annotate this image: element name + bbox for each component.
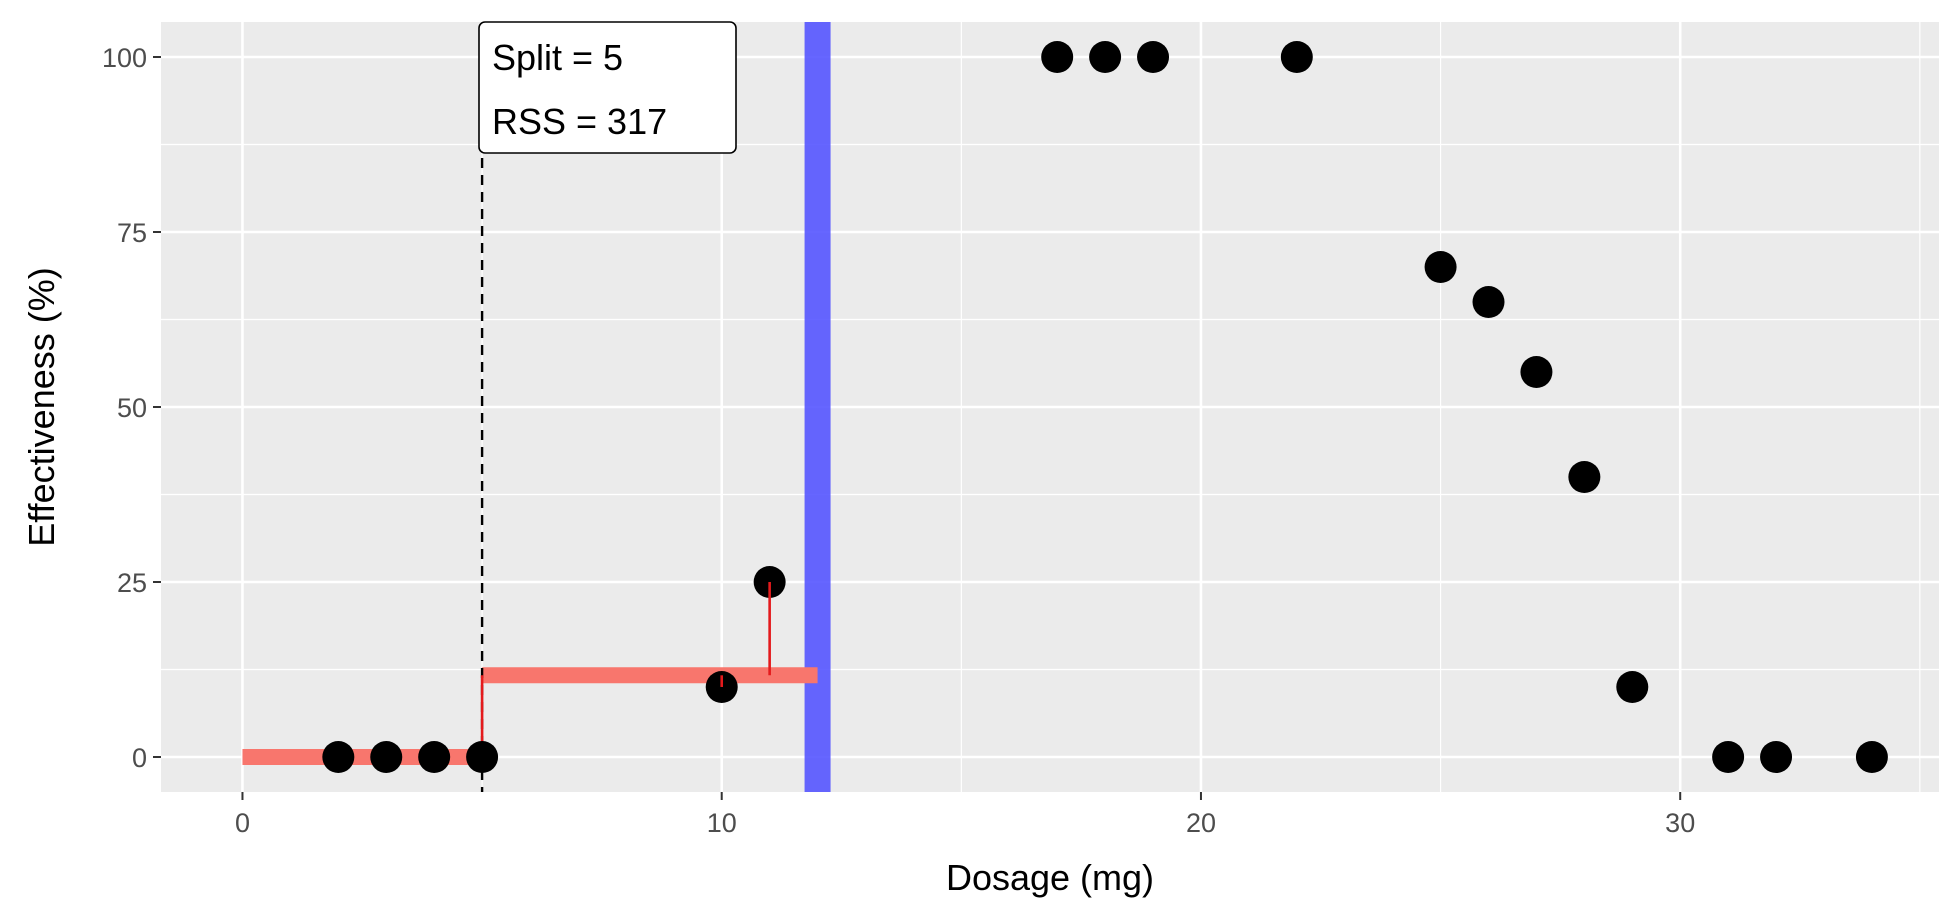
y-axis: 0 25 50 75 100 [102, 43, 161, 773]
data-point [1472, 286, 1505, 318]
data-point [1616, 671, 1649, 703]
annotation-rss-text: RSS = 317 [492, 101, 667, 142]
data-point [322, 741, 355, 773]
data-point [1760, 741, 1793, 773]
x-axis: 0 10 20 30 [235, 792, 1695, 838]
x-axis-title: Dosage (mg) [946, 857, 1154, 898]
data-point [1520, 356, 1553, 388]
y-tick-label: 25 [117, 568, 147, 598]
annotation-box: Split = 5 RSS = 317 [478, 21, 737, 154]
y-tick-label: 50 [117, 393, 147, 423]
x-tick-label: 30 [1665, 808, 1695, 838]
data-point [466, 741, 499, 773]
y-tick-label: 75 [117, 218, 147, 248]
y-tick-label: 0 [132, 743, 147, 773]
x-tick-label: 0 [235, 808, 250, 838]
x-tick-label: 10 [707, 808, 737, 838]
data-point [1568, 461, 1601, 493]
annotation-background [478, 21, 737, 154]
data-points [322, 41, 1888, 773]
data-point [1089, 41, 1122, 73]
data-point [370, 741, 403, 773]
annotation-split-text: Split = 5 [492, 37, 623, 78]
y-tick-label: 100 [102, 43, 147, 73]
data-point [1041, 41, 1074, 73]
data-point [1855, 741, 1888, 773]
data-point [1137, 41, 1170, 73]
y-axis-title: Effectiveness (%) [21, 267, 62, 546]
data-point [1280, 41, 1313, 73]
residual-layer [720, 582, 771, 687]
data-point [418, 741, 451, 773]
x-tick-label: 20 [1186, 808, 1216, 838]
data-point [1712, 741, 1745, 773]
data-point [1424, 251, 1457, 283]
